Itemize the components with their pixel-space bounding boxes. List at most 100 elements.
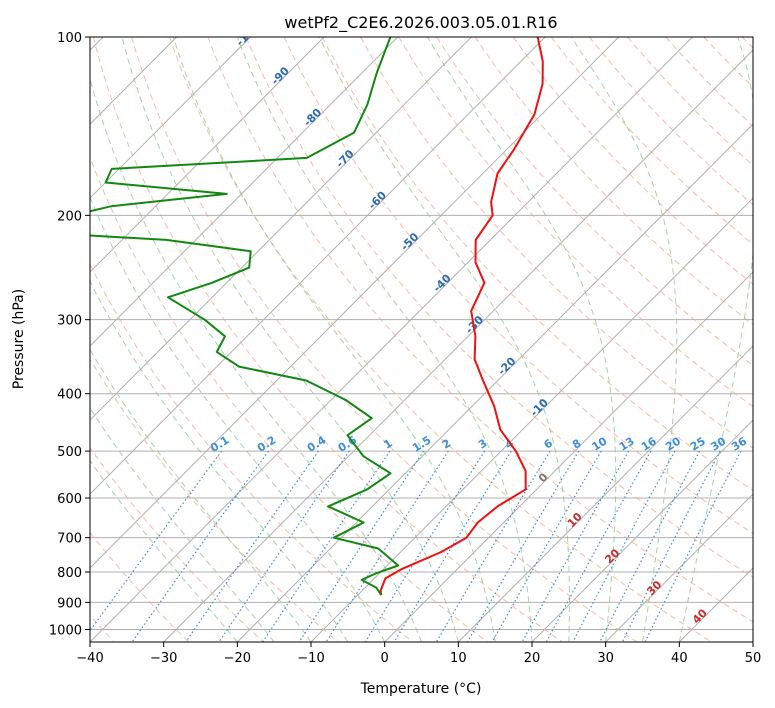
y-tick-label: 400 [57,388,82,403]
x-axis-label: Temperature (°C) [360,681,482,697]
x-axis: −40 −30 −20 −10 0 10 20 30 40 50 [76,642,761,666]
y-tick-label: 100 [57,31,82,46]
moist-adiabat [121,37,459,642]
dry-adiabat-label: 10 [565,510,585,530]
moist-adiabat [318,37,570,642]
moist-adiabat [426,37,617,642]
y-tick-label: 200 [57,209,82,224]
y-axis: 1000 900 800 700 600 500 400 300 200 100 [49,31,90,638]
isotherm [90,37,620,569]
mixing-ratio-line [298,450,425,642]
isotherm [90,37,399,347]
mixing-ratio-label: 0.1 [208,433,231,454]
x-tick-label: 50 [745,651,762,666]
dry-adiabat-label: 40 [690,606,710,626]
x-tick-label: −10 [297,651,324,666]
isotherm [90,37,325,273]
mixing-ratio-line [621,450,721,642]
mixing-ratio-line [325,450,449,642]
dry-adiabat-label: -90 [269,64,292,87]
temperature-line [379,37,544,596]
x-tick-label: 40 [671,651,688,666]
dry-adiabat [703,37,753,88]
dry-adiabat [207,37,753,623]
dry-adiabat [512,37,753,285]
x-tick-label: 20 [524,651,541,666]
x-tick-label: −30 [150,651,177,666]
mixing-ratio-line [545,450,652,642]
mixing-ratio-line [393,450,512,642]
y-tick-label: 300 [57,314,82,329]
moist-adiabat [172,37,496,642]
isotherm [90,37,693,642]
isotherm [163,49,753,642]
y-tick-label: 600 [57,492,82,507]
mixing-ratio-line [90,450,223,632]
moist-adiabat [90,407,275,642]
dry-adiabat [741,37,753,49]
dry-adiabat-label: -100 [234,20,263,49]
dry-adiabat [90,446,264,642]
dry-adiabat [550,37,753,245]
isotherm [605,493,753,642]
mixing-ratio-line [491,450,602,642]
y-tick-label: 800 [57,566,82,581]
isotherm [236,123,753,642]
moist-adiabat [90,280,349,642]
y-tick-label: 500 [57,445,82,460]
dry-adiabat-label: -20 [495,354,518,377]
plot-frame [89,36,754,643]
x-tick-label: 30 [597,651,614,666]
dry-adiabat [245,37,753,578]
y-tick-label: 900 [57,596,82,611]
series-layer [90,37,544,596]
dry-adiabat [131,37,638,642]
dry-adiabat [283,37,753,535]
moist-adiabat [570,37,678,642]
dry-adiabat-label: 30 [644,578,664,598]
mixing-ratio-label: 6 [542,436,556,451]
dewpoint-line [90,37,400,596]
mixing-ratio-line [435,450,551,642]
moist-adiabat [90,348,312,642]
dry-adiabat-label: -70 [333,147,356,170]
mixing-ratio-line [364,450,486,642]
mixing-ratio-line [572,450,676,642]
isotherm [457,345,753,642]
y-axis-label: Pressure (hPa) [11,289,27,389]
isotherm [90,37,251,199]
isotherm [384,271,753,642]
chart-title: wetPf2_C2E6.2026.003.05.01.R16 [284,13,557,33]
y-tick-label: 700 [57,532,82,547]
dry-adiabat [169,37,712,642]
isotherm [752,641,753,642]
dry-adiabat [321,37,753,492]
x-tick-label: 10 [450,651,467,666]
moist-adiabat [678,37,753,642]
isotherm [678,567,753,642]
mixing-ratio-line [644,450,742,642]
mixing-ratio-line [131,450,269,642]
y-tick-label: 1000 [49,623,82,638]
mixing-ratio-line [599,450,701,642]
dry-adiabat-label: -40 [431,271,454,294]
isotherm [90,37,472,421]
mixing-ratio-line [218,450,350,642]
moist-adiabat [90,195,386,642]
x-tick-label: −40 [76,651,103,666]
dry-adiabat-label: 20 [602,546,622,566]
moist-adiabat [236,37,533,642]
plot-area: 0.1 0.2 0.4 0.6 1 1.5 2 3 4 6 8 10 13 16 20 25 30 36-100-… [90,20,753,642]
isotherm [531,419,753,642]
dry-adiabat [90,156,488,642]
dry-adiabat [90,263,414,642]
dry-adiabat-label: -10 [528,396,551,419]
mixing-ratio-line [262,450,391,642]
moist-adiabat [90,77,422,642]
dry-adiabat [474,37,753,326]
dry-adiabat [665,37,753,127]
mixing-ratio-label: 0.4 [305,433,329,455]
x-tick-label: −20 [224,651,251,666]
isotherm [90,37,546,495]
